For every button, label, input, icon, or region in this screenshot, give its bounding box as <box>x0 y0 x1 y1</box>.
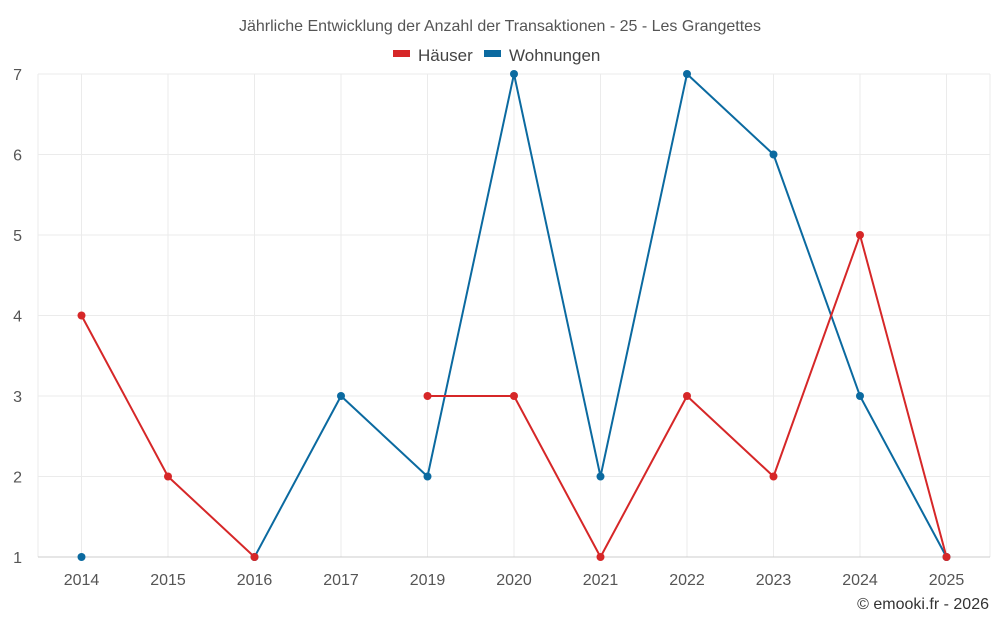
y-tick-label: 6 <box>13 148 22 165</box>
x-tick-label: 2023 <box>756 572 792 589</box>
data-point-haeuser[interactable] <box>596 553 605 561</box>
legend: Häuser Wohnungen <box>393 46 600 65</box>
data-point-haeuser[interactable] <box>769 472 778 481</box>
data-point-haeuser[interactable] <box>942 553 951 561</box>
data-point-haeuser[interactable] <box>423 392 432 400</box>
x-tick-label: 2020 <box>496 572 532 589</box>
x-tick-label: 2017 <box>323 572 359 589</box>
data-point-wohnungen[interactable] <box>77 553 86 561</box>
y-tick-label: 1 <box>13 550 22 567</box>
data-point-wohnungen[interactable] <box>856 392 864 400</box>
y-tick-label: 7 <box>13 67 22 84</box>
data-point-wohnungen[interactable] <box>423 472 432 481</box>
data-point-haeuser[interactable] <box>510 392 518 400</box>
x-tick-label: 2019 <box>410 572 446 589</box>
y-tick-label: 3 <box>13 389 22 406</box>
y-axis-ticks: 1 2 3 4 5 6 7 <box>13 67 22 567</box>
data-point-wohnungen[interactable] <box>596 472 605 481</box>
data-point-haeuser[interactable] <box>77 311 86 320</box>
x-tick-label: 2025 <box>929 572 965 589</box>
grid-lines <box>37 73 991 557</box>
data-point-wohnungen[interactable] <box>683 70 691 78</box>
data-point-haeuser[interactable] <box>856 231 864 239</box>
y-tick-label: 4 <box>13 309 22 326</box>
legend-label-haeuser[interactable]: Häuser <box>418 46 473 65</box>
legend-label-wohnungen[interactable]: Wohnungen <box>509 46 600 65</box>
data-point-haeuser[interactable] <box>683 392 691 400</box>
y-tick-label: 2 <box>13 470 22 487</box>
x-tick-label: 2024 <box>842 572 878 589</box>
data-point-haeuser[interactable] <box>164 472 172 481</box>
data-point-wohnungen[interactable] <box>337 392 345 400</box>
x-axis-ticks: 2014 2015 2016 2017 2019 2020 2021 2022 2023 2024… <box>64 572 965 589</box>
legend-swatch-wohnungen[interactable] <box>484 50 501 57</box>
chart-title: Jährliche Entwicklung der Anzahl der Tra… <box>239 18 761 35</box>
x-tick-label: 2022 <box>669 572 705 589</box>
data-point-wohnungen[interactable] <box>769 150 778 159</box>
x-tick-label: 2021 <box>583 572 619 589</box>
data-point-haeuser[interactable] <box>250 553 259 561</box>
credit-text: © emooki.fr - 2026 <box>857 596 989 613</box>
x-tick-label: 2016 <box>237 572 273 589</box>
data-point-wohnungen[interactable] <box>510 70 518 78</box>
y-tick-label: 5 <box>13 228 22 245</box>
x-tick-label: 2015 <box>150 572 186 589</box>
x-tick-label: 2014 <box>64 572 100 589</box>
legend-swatch-haeuser[interactable] <box>393 50 410 57</box>
series-points <box>77 70 951 561</box>
